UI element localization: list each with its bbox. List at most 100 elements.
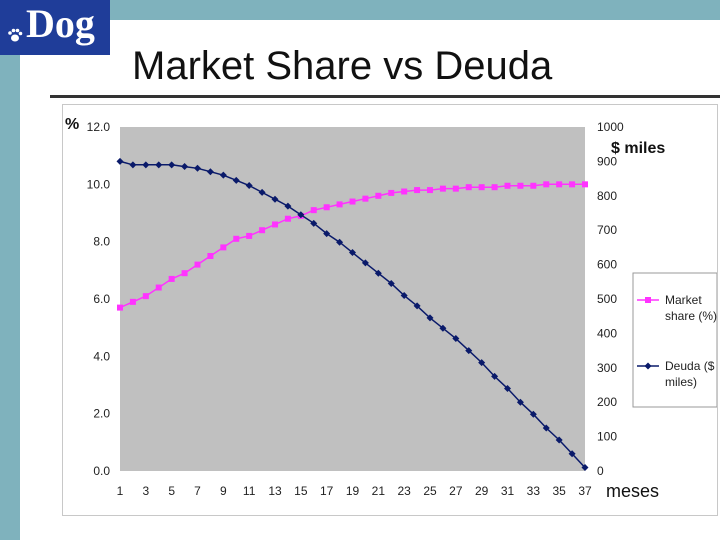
market-share-point [530, 182, 537, 189]
logo-text: Dog [26, 1, 95, 46]
deuda-point [336, 238, 344, 246]
market-share-point [336, 201, 343, 208]
market-share-point [259, 227, 266, 234]
market-share-point [569, 181, 576, 188]
deuda-point [155, 161, 163, 169]
deuda-point [542, 424, 550, 432]
x-tick-label: 25 [423, 484, 437, 498]
x-tick-label: 11 [243, 484, 256, 498]
deuda-point [284, 202, 292, 210]
market-share-point [272, 221, 278, 228]
right-axis-ticks: 0 100 200 300 400 500 600 700 800 900 1000 [597, 120, 624, 478]
left-tick-label: 8.0 [93, 235, 110, 249]
market-share-point [439, 185, 446, 192]
market-share-point [478, 184, 485, 191]
deuda-point [491, 372, 499, 380]
deuda-point [361, 259, 369, 267]
deuda-point [271, 195, 279, 203]
market-share-point [168, 275, 175, 282]
x-tick-label: 29 [475, 484, 489, 498]
deuda-point [413, 302, 421, 310]
market-share-point [233, 235, 240, 242]
right-tick-label: 600 [597, 258, 617, 272]
deuda-point [426, 314, 434, 322]
x-tick-label: 1 [117, 484, 124, 498]
legend-market-share-label-line1: Market [665, 293, 702, 307]
x-tick-label: 27 [449, 484, 463, 498]
right-tick-label: 800 [597, 189, 617, 203]
market-share-point [310, 207, 317, 214]
market-share-point [491, 184, 498, 191]
market-share-point [323, 204, 330, 211]
right-tick-label: 900 [597, 154, 617, 168]
series-layer [116, 157, 589, 472]
left-band [0, 0, 20, 540]
deuda-point [400, 292, 408, 300]
market-share-point [362, 195, 369, 202]
x-tick-label: 13 [268, 484, 282, 498]
deuda-point [581, 464, 589, 472]
market-share-point [117, 304, 123, 311]
market-share-point [427, 187, 433, 194]
x-tick-label: 17 [320, 484, 334, 498]
right-tick-label: 400 [597, 326, 617, 340]
legend-market-share-marker [645, 297, 651, 303]
right-tick-label: 100 [597, 430, 617, 444]
market-share-point [284, 215, 291, 222]
left-tick-label: 2.0 [93, 407, 110, 421]
deuda-point [258, 188, 266, 196]
deuda-point [439, 324, 447, 332]
x-tick-label: 23 [397, 484, 411, 498]
left-axis-ticks: 0.0 2.0 4.0 6.0 8.0 10.0 12.0 [87, 120, 111, 478]
x-tick-label: 21 [372, 484, 386, 498]
deuda-point [387, 280, 395, 288]
deuda-point [116, 157, 124, 165]
legend-deuda-marker [644, 362, 652, 370]
logo: Dog [0, 0, 110, 55]
deuda-point [374, 269, 382, 277]
market-share-point [246, 232, 253, 239]
deuda-point [529, 410, 537, 418]
x-tick-label: 35 [552, 484, 566, 498]
legend-deuda-label-line2: miles) [665, 375, 697, 389]
deuda-point [245, 181, 253, 189]
right-tick-label: 700 [597, 223, 617, 237]
market-share-point [207, 253, 214, 259]
deuda-point [516, 398, 524, 406]
market-share-point [388, 189, 395, 196]
x-tick-label: 7 [194, 484, 201, 498]
legend-deuda-label-line1: Deuda ($ [665, 359, 715, 373]
deuda-point [206, 168, 214, 176]
deuda-point [452, 335, 460, 343]
market-share-point [452, 185, 459, 192]
paw-icon [8, 28, 23, 42]
x-tick-label: 31 [501, 484, 515, 498]
slide-title: Market Share vs Deuda [132, 44, 553, 88]
plot-area [120, 127, 585, 471]
title-divider [50, 95, 720, 98]
deuda-point [142, 161, 150, 169]
x-axis-ticks: 1 3 5 7 9 11 13 15 17 19 21 23 25 27 29 31 33 35 37 [117, 484, 592, 498]
deuda-point [168, 161, 176, 169]
deuda-point [323, 230, 331, 238]
legend-box [632, 272, 717, 408]
market-share-point [194, 261, 201, 268]
deuda-point [129, 161, 137, 169]
legend-market-share-label-line2: share (%) [665, 309, 717, 323]
market-share-point [465, 184, 472, 191]
chart-frame: 0.0 2.0 4.0 6.0 8.0 10.0 12.0 0 100 200 300 400 500… [62, 104, 718, 516]
deuda-point [349, 249, 356, 257]
right-tick-label: 200 [597, 395, 617, 409]
market-share-point [375, 192, 382, 199]
deuda-point [310, 219, 318, 227]
market-share-point [556, 181, 563, 188]
market-share-point [543, 181, 550, 188]
market-share-point [181, 270, 188, 277]
market-share-point [504, 182, 511, 189]
market-share-point [142, 293, 149, 300]
x-tick-label: 5 [168, 484, 175, 498]
market-share-point [517, 182, 524, 189]
market-share-point [401, 188, 408, 195]
x-tick-label: 19 [346, 484, 360, 498]
deuda-point [219, 171, 227, 179]
